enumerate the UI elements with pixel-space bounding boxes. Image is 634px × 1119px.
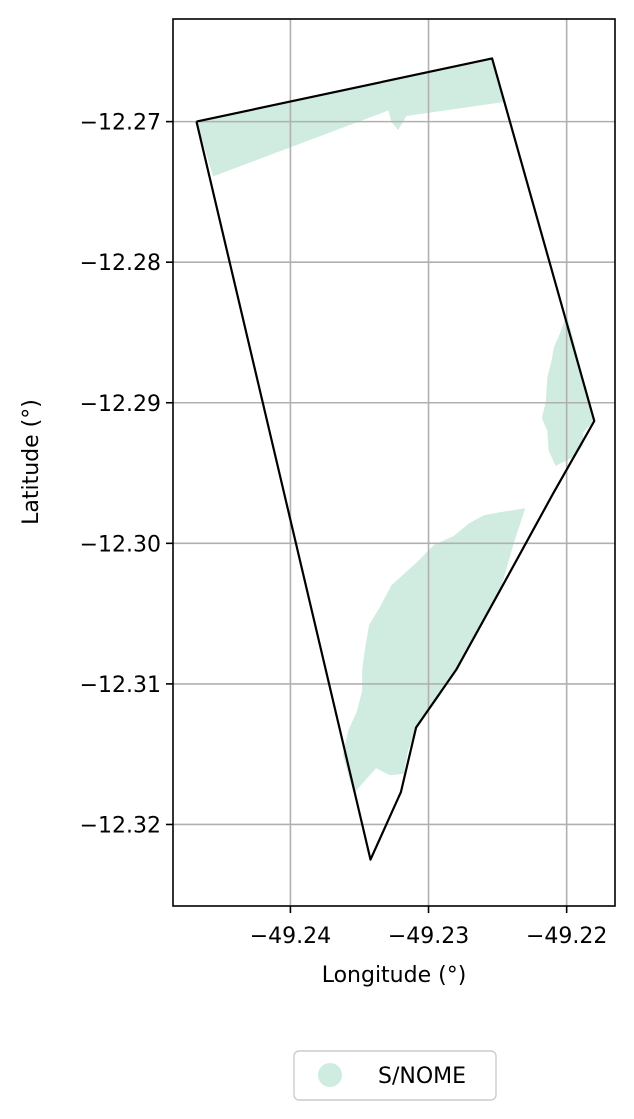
legend-box [293,1050,497,1101]
y-axis-ticks: −12.27 −12.28 −12.29 −12.30 −12.31 −12.32 [80,111,173,838]
region-s-nome [541,314,595,466]
area-boundary [195,57,596,861]
x-axis-ticks: −49.24 −49.23 −49.22 [250,906,607,949]
y-tick-label: −12.31 [80,673,161,698]
x-axis-title: Longitude (°) [322,963,467,988]
region-s-nome [196,58,505,177]
y-tick-label: −12.28 [80,251,161,276]
region-layer [196,58,595,794]
legend-label: S/NOME [378,1064,466,1089]
x-tick-label: −49.24 [250,924,331,949]
boundary-layer [195,57,596,861]
legend-swatch [318,1063,342,1087]
grid-layer [173,19,615,906]
y-tick-label: −12.30 [80,532,161,557]
legend: S/NOME [293,1050,497,1101]
y-axis-title: Latitude (°) [19,399,44,525]
plot-frame [172,18,616,907]
y-tick-label: −12.27 [80,111,161,136]
region-s-nome [342,508,526,794]
y-tick-label: −12.32 [80,813,161,838]
x-tick-label: −49.22 [526,924,607,949]
x-tick-label: −49.23 [388,924,469,949]
y-tick-label: −12.29 [80,392,161,417]
